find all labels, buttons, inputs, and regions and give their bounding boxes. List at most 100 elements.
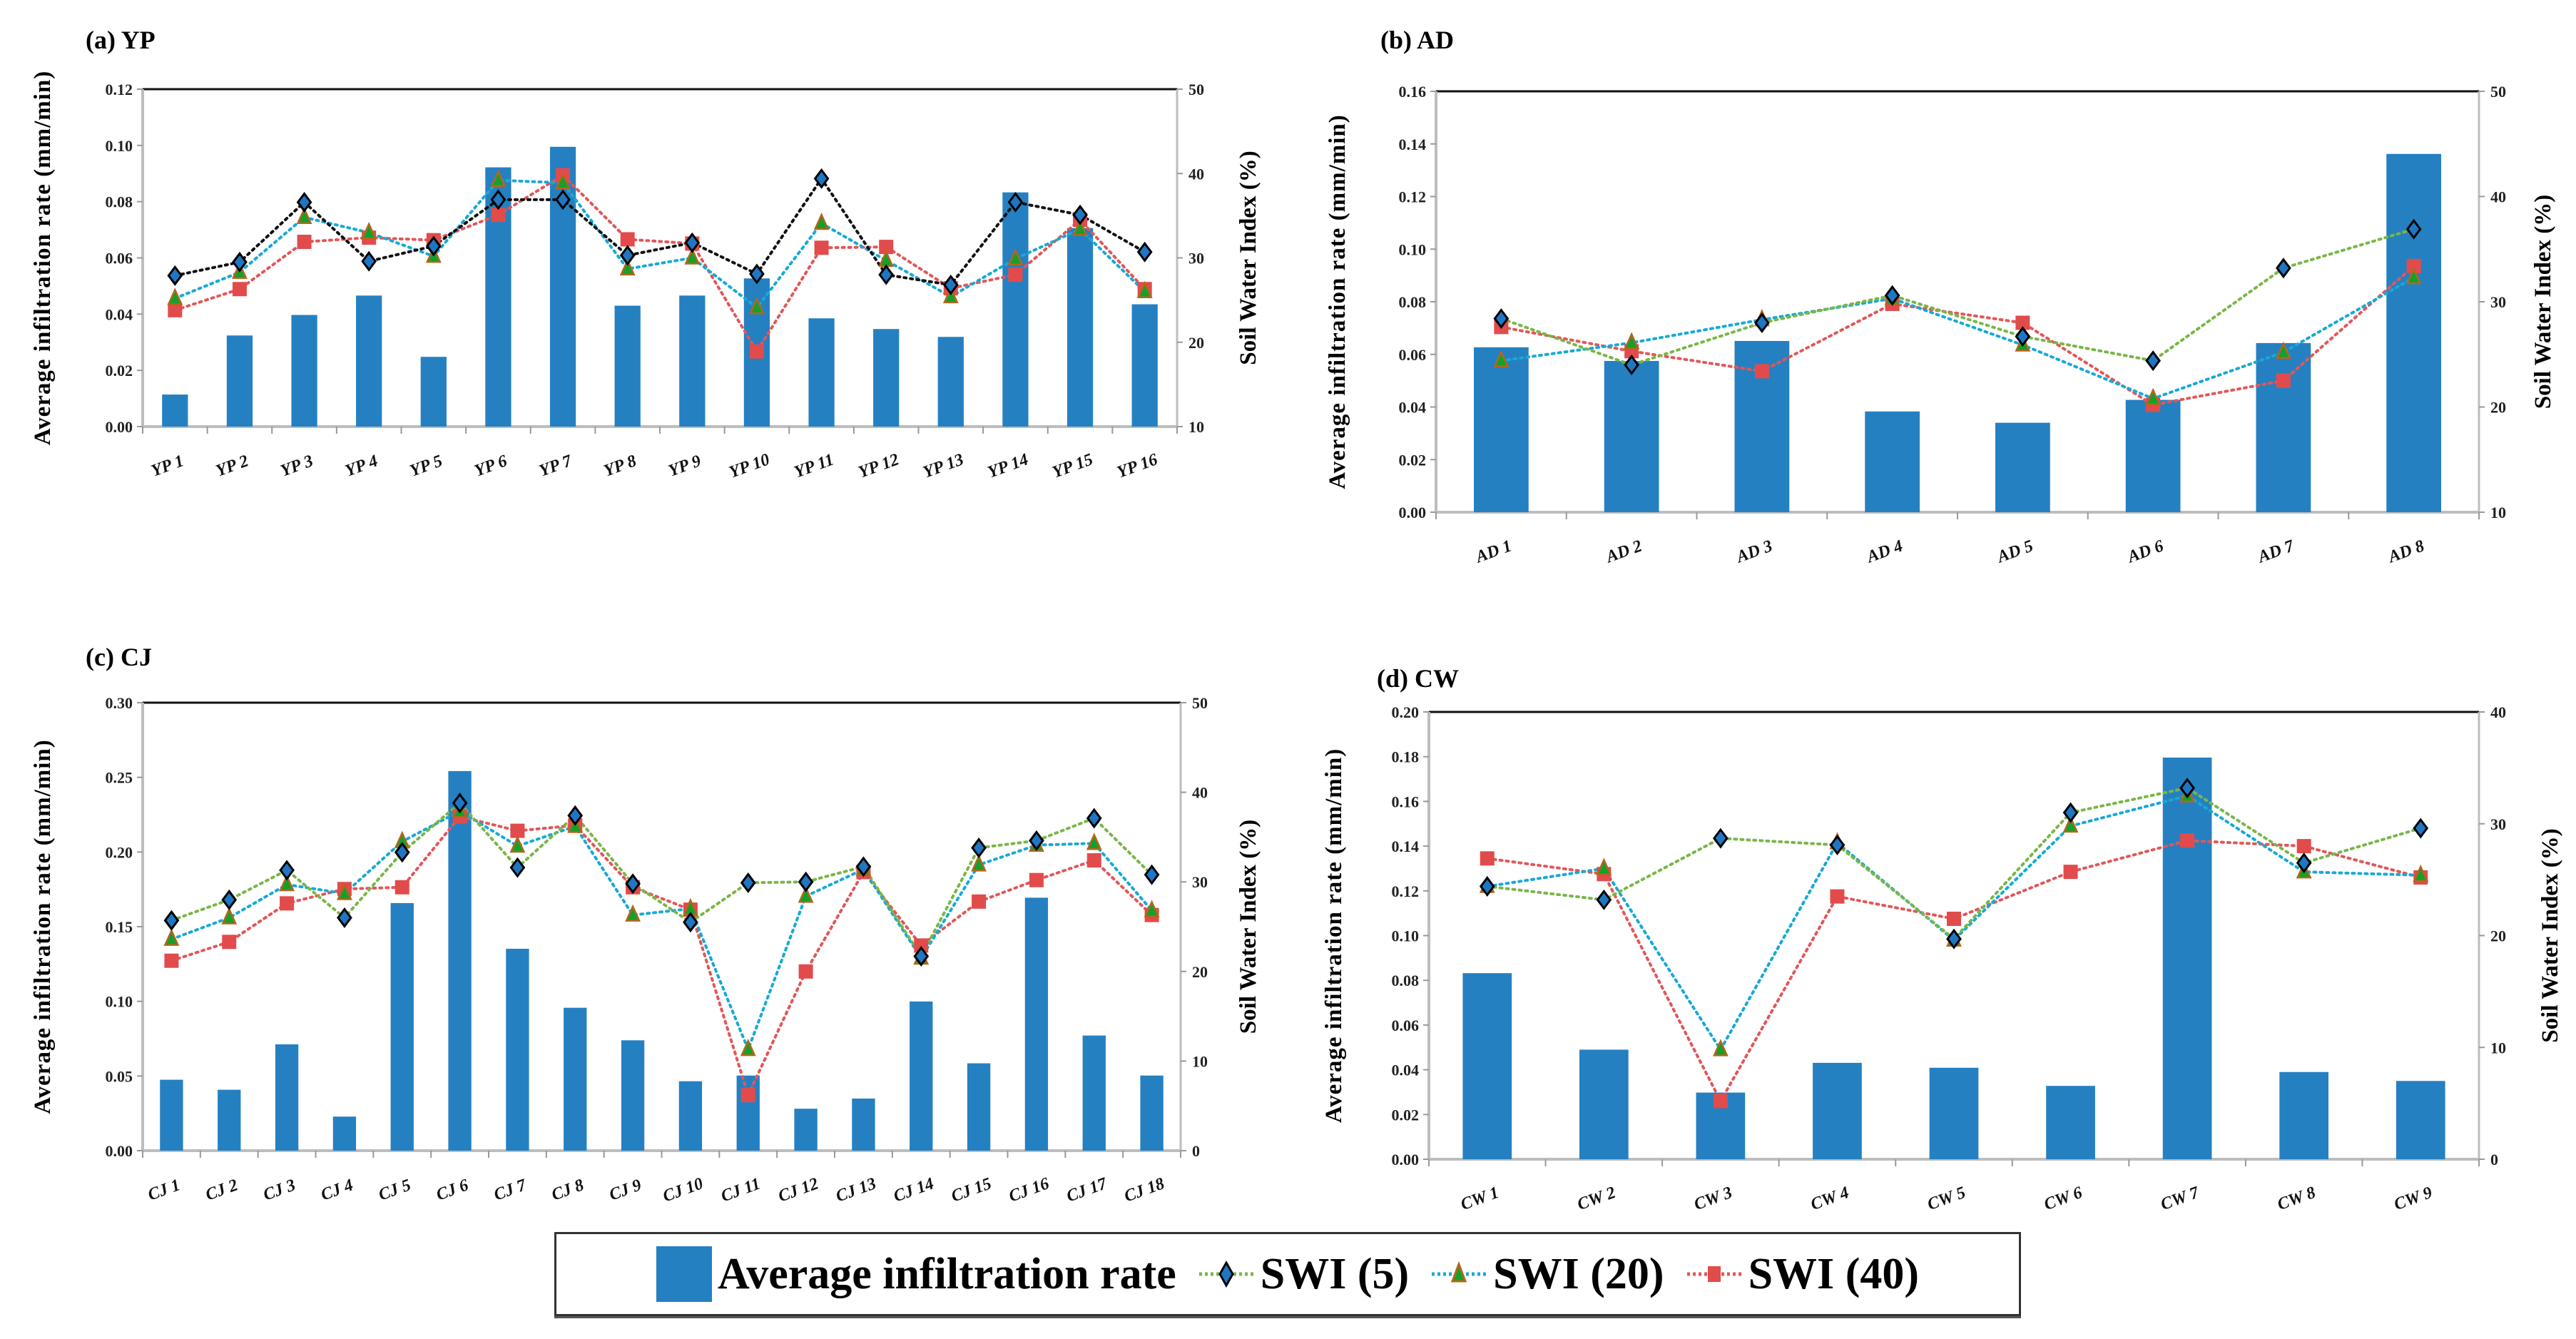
marker-swi20 (167, 287, 183, 305)
series-line-swi5 (170, 800, 1154, 959)
x-tick-label: AD 8 (2385, 536, 2427, 567)
marker-swi5 (2015, 326, 2031, 347)
marker-swi40 (749, 344, 764, 359)
x-tick-label: YP 11 (792, 450, 837, 482)
y2-tick-label: 50 (2490, 83, 2506, 101)
x-tick-label: YP 4 (343, 452, 381, 480)
panel-cj: (c) CJ 0.00 0.05 0.10 0.15 0.20 0.25 0.30 0 10 20… (0, 614, 1284, 1213)
bar-yp-14 (1002, 192, 1029, 427)
marker-swi5 (296, 191, 312, 213)
marker-swi5 (971, 837, 987, 858)
marker-swi20 (1712, 1039, 1729, 1057)
x-tick-label: CJ 12 (775, 1174, 820, 1206)
marker-swi5 (1136, 241, 1153, 263)
y2-axis-title: Soil Water Index (%) (1236, 151, 1261, 365)
marker-swi40 (2296, 839, 2311, 854)
series-line-swi20 (1485, 794, 2423, 1053)
panel-cw: (d) CW 0.00 0.02 0.04 0.06 0.08 0.10 0.12 0.14 0… (1284, 614, 2576, 1214)
y2-tick-label: 40 (2490, 188, 2506, 206)
x-tick-label: AD 6 (2124, 536, 2166, 567)
x-tick-label: CW 8 (2275, 1183, 2318, 1213)
y-tick-label: 0.02 (1392, 1106, 1420, 1124)
marker-swi5 (163, 910, 180, 931)
marker-swi20 (1144, 900, 1160, 917)
x-tick-label: YP 8 (601, 452, 639, 480)
y-axis-title: Average infiltration rate (mm/min) (1321, 748, 1347, 1124)
marker-swi20 (163, 928, 180, 946)
marker-swi5 (2179, 778, 2195, 799)
x-tick-label: YP 9 (666, 452, 704, 480)
marker-swi5 (813, 168, 830, 189)
y2-tick-label: 50 (1192, 694, 1208, 712)
marker-swi20 (2275, 341, 2291, 360)
bar-cw-7 (2162, 757, 2212, 1159)
y-tick-label: 0.00 (106, 1142, 133, 1160)
x-tick-label: CW 5 (1925, 1183, 1968, 1213)
y-tick-label: 0.10 (1392, 927, 1420, 945)
bar-ad-6 (2125, 399, 2181, 512)
bar-cj-12 (794, 1109, 818, 1151)
marker-swi40 (164, 953, 179, 968)
x-tick-label: CJ 10 (661, 1174, 706, 1206)
marker-swi40 (2180, 833, 2195, 848)
marker-swi20 (2413, 864, 2429, 882)
marker-swi40 (222, 935, 237, 949)
x-tick-label: AD 5 (1994, 536, 2036, 567)
x-tick-label: YP 15 (1050, 450, 1096, 482)
marker-swi40 (280, 896, 295, 911)
marker-swi5 (1884, 285, 1900, 306)
marker-swi40 (491, 208, 506, 223)
marker-swi5 (490, 189, 506, 210)
marker-swi40 (1008, 268, 1023, 282)
marker-swi5 (683, 912, 698, 933)
bar-cj-15 (967, 1063, 991, 1151)
x-tick-label: CJ 4 (318, 1176, 355, 1204)
marker-swi5 (2145, 350, 2162, 372)
x-tick-label: CJ 18 (1121, 1174, 1166, 1206)
x-tick-label: AD 7 (2254, 536, 2297, 567)
marker-swi40 (1947, 911, 1961, 926)
y2-tick-label: 0 (2490, 1151, 2498, 1169)
marker-swi20 (279, 873, 295, 892)
legend-label-swi5: SWI (5) (1260, 1249, 1410, 1298)
y-tick-label: 0.10 (1399, 240, 1427, 258)
marker-swi20 (1624, 332, 1640, 350)
bar-yp-8 (614, 305, 641, 427)
bar-cj-7 (506, 948, 529, 1151)
bar-cw-5 (1929, 1067, 1979, 1159)
x-tick-label: CW 6 (2042, 1183, 2085, 1213)
marker-swi20 (1136, 280, 1153, 299)
marker-swi20 (942, 285, 959, 304)
x-tick-label: YP 14 (985, 450, 1031, 482)
y2-tick-label: 20 (2490, 399, 2506, 417)
marker-swi5 (425, 235, 442, 257)
bar-cj-10 (678, 1081, 703, 1151)
y-tick-label: 0.10 (106, 993, 133, 1011)
marker-swi20 (221, 907, 238, 925)
y2-tick-label: 50 (1188, 81, 1204, 98)
legend: Average infiltration rate SWI (5) SWI (2… (554, 1232, 2021, 1316)
series-line-swi40 (170, 815, 1154, 1099)
bar-ad-2 (1604, 360, 1659, 512)
bar-cj-11 (736, 1075, 760, 1151)
marker-swi40 (972, 894, 987, 909)
series-line-swi40 (173, 173, 1146, 355)
y2-tick-label: 10 (2490, 504, 2506, 521)
series-line-swi40 (1500, 264, 2415, 407)
marker-swi40 (1830, 889, 1845, 904)
marker-swi5 (167, 265, 183, 286)
x-tick-label: CJ 15 (949, 1174, 994, 1206)
y2-tick-label: 10 (1192, 1052, 1208, 1070)
bar-ad-1 (1473, 347, 1529, 512)
y2-axis-title: Soil Water Index (%) (2530, 195, 2556, 409)
marker-swi5 (1713, 828, 1729, 849)
marker-swi5 (279, 860, 295, 881)
marker-swi40 (394, 880, 409, 895)
marker-swi5 (394, 842, 410, 863)
y-tick-label: 0.08 (1399, 293, 1427, 311)
y-tick-label: 0.08 (106, 193, 133, 211)
y-axis-title: Average infiltration rate (mm/min) (30, 71, 56, 446)
legend-swi20-swatch (1432, 1261, 1487, 1283)
x-tick-label: CJ 7 (492, 1176, 529, 1205)
marker-swi40 (2406, 258, 2421, 273)
